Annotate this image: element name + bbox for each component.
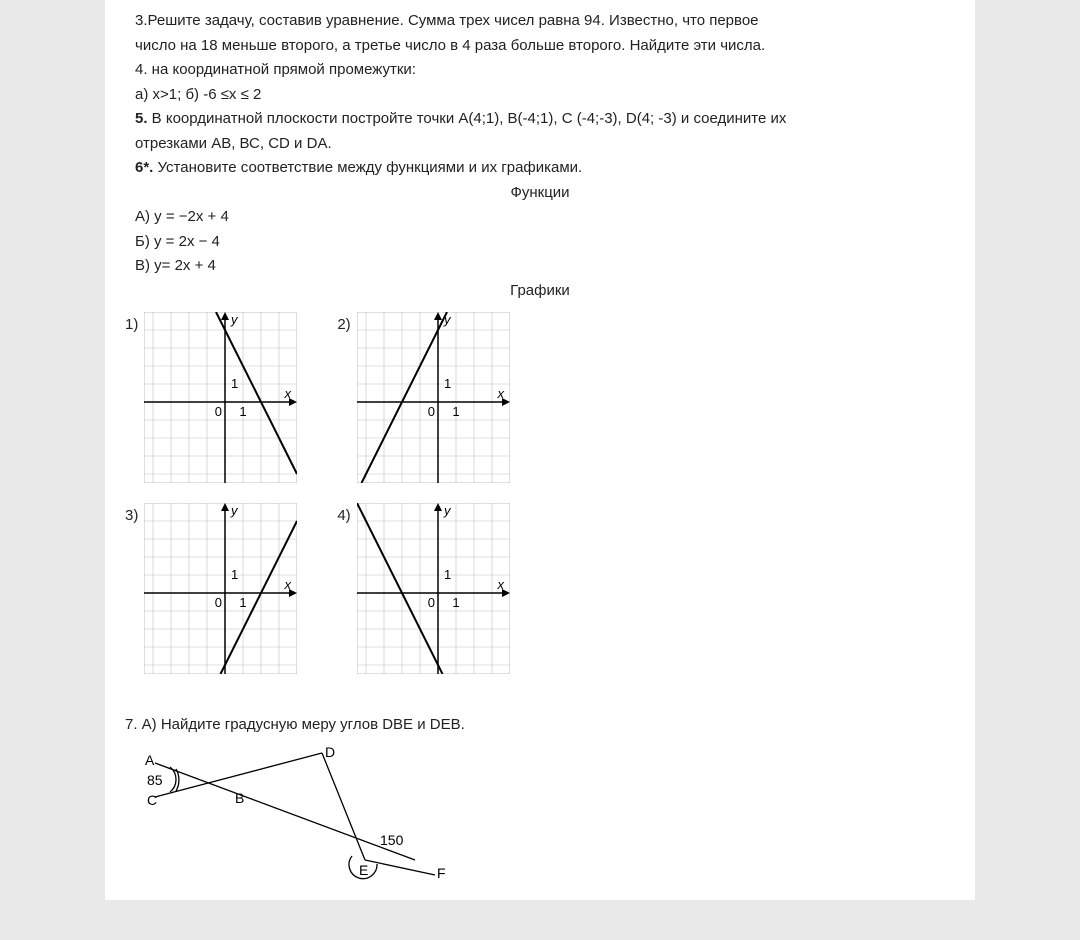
label-B: B [235, 790, 244, 806]
charts-row-1: 1)011xy2)011xy [125, 312, 975, 483]
svg-text:1: 1 [240, 595, 247, 610]
task4-line2: а) x>1; б) -6 ≤x ≤ 2 [135, 84, 945, 107]
chart-3: 3)011xy [125, 503, 297, 674]
chart-number: 1) [125, 312, 138, 337]
svg-text:1: 1 [231, 567, 238, 582]
chart-1: 1)011xy [125, 312, 297, 483]
svg-text:1: 1 [452, 404, 459, 419]
svg-text:0: 0 [215, 595, 222, 610]
func-b: Б) y = 2x − 4 [135, 231, 945, 254]
task7-text: 7. А) Найдите градусную меру углов DBE и… [125, 714, 975, 737]
label-150: 150 [380, 832, 404, 848]
task6-label: 6*. [135, 159, 153, 176]
task5-line1: 5. В координатной плоскости постройте то… [135, 108, 945, 131]
content-block: 3.Решите задачу, составив уравнение. Сум… [105, 10, 975, 302]
task3-line1: 3.Решите задачу, составив уравнение. Сум… [135, 10, 945, 33]
svg-text:x: x [284, 577, 292, 592]
svg-text:1: 1 [240, 404, 247, 419]
label-D: D [325, 745, 335, 760]
task6-line1: 6*. Установите соответствие между функци… [135, 157, 945, 180]
functions-header: Функции [135, 182, 945, 205]
task6-text: Установите соответствие между функциями … [153, 159, 582, 176]
svg-text:0: 0 [427, 404, 434, 419]
label-F: F [437, 865, 446, 880]
svg-text:0: 0 [427, 595, 434, 610]
graphs-header: Графики [135, 280, 945, 303]
svg-text:1: 1 [231, 376, 238, 391]
svg-text:1: 1 [452, 595, 459, 610]
task7: 7. А) Найдите градусную меру углов DBE и… [105, 714, 975, 880]
chart-number: 4) [337, 503, 350, 528]
label-E: E [359, 862, 368, 878]
func-c: В) y= 2x + 4 [135, 255, 945, 278]
svg-text:1: 1 [444, 376, 451, 391]
task5-label: 5. [135, 110, 148, 127]
svg-text:1: 1 [444, 567, 451, 582]
svg-text:0: 0 [215, 404, 222, 419]
charts-row-2: 3)011xy4)011xy [125, 503, 975, 674]
func-a: А) y = −2x + 4 [135, 206, 945, 229]
svg-text:x: x [284, 386, 292, 401]
label-A: A [145, 752, 155, 768]
chart-4: 4)011xy [337, 503, 509, 674]
chart-2: 2)011xy [337, 312, 509, 483]
task5-line2: отрезками АВ, ВС, СD и DA. [135, 133, 945, 156]
chart-number: 2) [337, 312, 350, 337]
task4-line1: 4. на координатной прямой промежутки: [135, 59, 945, 82]
task3-line2: число на 18 меньше второго, а третье чис… [135, 35, 945, 58]
document-page: 3.Решите задачу, составив уравнение. Сум… [105, 0, 975, 900]
task5-text1: В координатной плоскости постройте точки… [148, 110, 787, 127]
label-85: 85 [147, 772, 163, 788]
angle-diagram: A 85 C B D 150 E F [145, 745, 975, 880]
chart-number: 3) [125, 503, 138, 528]
svg-text:x: x [496, 386, 504, 401]
label-C: C [147, 792, 157, 808]
svg-text:x: x [496, 577, 504, 592]
